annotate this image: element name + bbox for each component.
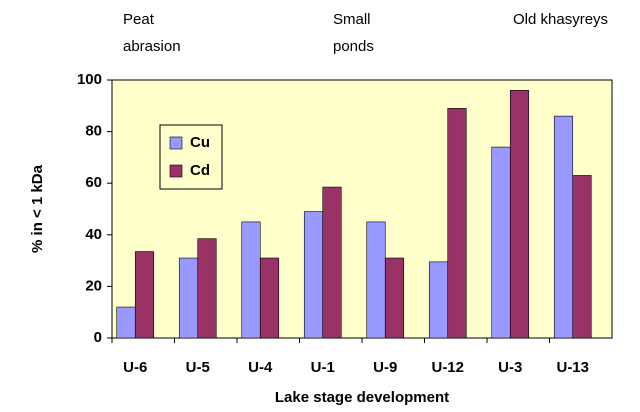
bar <box>509 90 530 339</box>
annotation: Small <box>333 11 371 28</box>
x-tick-label: U-9 <box>373 359 397 376</box>
x-tick-label: U-5 <box>186 359 210 376</box>
y-tick-label: 20 <box>85 277 102 294</box>
x-tick-label: U-13 <box>556 359 589 376</box>
bar <box>384 257 405 339</box>
x-axis-title: Lake stage development <box>275 389 449 406</box>
y-tick-label: 40 <box>85 226 102 243</box>
annotation: Peat <box>123 11 155 28</box>
x-tick-label: U-3 <box>498 359 522 376</box>
bar <box>178 257 199 339</box>
bar <box>303 211 324 339</box>
x-tick-label: U-1 <box>311 359 335 376</box>
y-axis-title: % in < 1 kDa <box>29 164 46 253</box>
bar <box>322 186 342 339</box>
annotation: abrasion <box>123 38 181 55</box>
bar <box>134 251 155 339</box>
y-tick-label: 60 <box>85 174 102 191</box>
x-tick-label: U-6 <box>123 359 147 376</box>
legend-swatch <box>169 136 183 150</box>
bar <box>197 238 217 339</box>
bar <box>447 108 467 339</box>
x-tick-label: U-4 <box>248 359 273 376</box>
y-tick-label: 0 <box>94 329 102 346</box>
legend-label: Cd <box>190 162 210 179</box>
bar <box>491 146 511 339</box>
bar <box>428 261 449 339</box>
bar <box>116 306 136 339</box>
bar <box>259 257 280 339</box>
y-tick-label: 80 <box>85 123 102 140</box>
bar <box>572 175 592 339</box>
bar <box>366 221 386 339</box>
bar <box>241 221 261 339</box>
bar <box>553 115 574 339</box>
legend-box <box>159 124 223 190</box>
legend-label: Cu <box>190 134 210 151</box>
x-tick-label: U-12 <box>431 359 464 376</box>
annotation: ponds <box>333 38 374 55</box>
annotation: Old khasyreys <box>513 11 608 28</box>
y-tick-label: 100 <box>77 71 102 88</box>
legend-swatch <box>169 164 183 178</box>
